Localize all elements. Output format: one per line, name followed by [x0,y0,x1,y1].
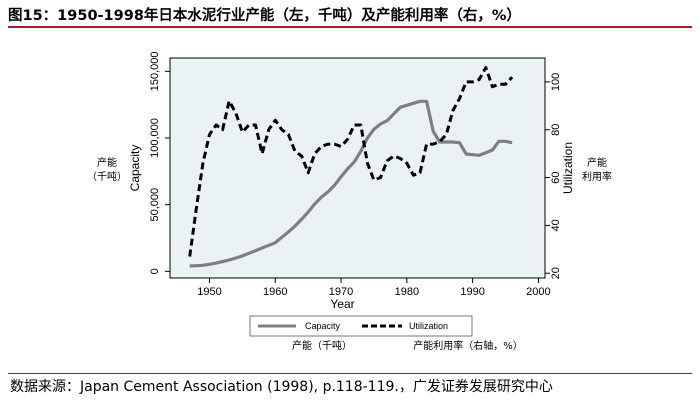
plot-frame [169,57,546,279]
left-tick-label: 0 [149,268,161,274]
series-line-utilization [188,66,514,257]
source-note: 数据来源：Japan Cement Association (1998), p.… [10,379,553,395]
legend: Capacity Utilization [249,315,473,337]
source-rule [8,373,692,374]
legend-box [249,315,473,337]
legend-label-capacity: Capacity [305,321,341,331]
plot-background [170,58,545,278]
x-tick-label: 1950 [197,286,221,298]
right-note-line2: 利用率 [582,170,612,183]
chart-svg: 0 50,000 100,000 150,000 20 40 60 80 100 1950 1960… [87,51,612,352]
series-line-capacity [189,99,513,268]
legend-label-utilization: Utilization [409,321,448,331]
x-tick-label: 2000 [526,286,550,298]
left-note-line2: （千吨） [87,170,127,183]
legend-caption-utilization: 产能利用率（右轴，%） [413,339,523,352]
right-tick-label: 80 [550,124,562,136]
right-tick-label: 20 [550,267,562,279]
right-tick-label: 100 [550,73,562,91]
left-tick-label: 100,000 [149,118,161,158]
y-axis-label-left: Capacity [128,145,142,192]
x-tick-label: 1960 [263,286,287,298]
right-tick-label: 60 [550,171,562,183]
figure-title: 图15：1950-1998年日本水泥行业产能（左，千吨）及产能利用率（右，%） [8,8,521,24]
title-rule [8,26,692,28]
right-note-line1: 产能 [587,156,607,169]
x-tick-label: 1980 [395,286,419,298]
y-axis-label-right: Utilization [561,142,575,194]
axes-group: 0 50,000 100,000 150,000 20 40 60 80 100 1950 1960… [149,51,562,298]
right-tick-label: 40 [550,219,562,231]
x-axis-label: Year [330,297,354,311]
series-group [188,66,514,268]
x-tick-label: 1990 [460,286,484,298]
chart-area: 0 50,000 100,000 150,000 20 40 60 80 100 1950 1960… [0,28,700,373]
x-tick-label: 1970 [329,286,353,298]
left-note-line1: 产能 [97,156,117,169]
left-tick-label: 50,000 [149,188,161,222]
left-tick-label: 150,000 [149,51,161,91]
legend-caption-capacity: 产能（千吨） [292,339,352,352]
